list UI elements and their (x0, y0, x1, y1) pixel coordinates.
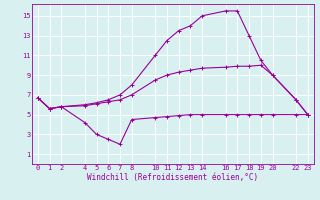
X-axis label: Windchill (Refroidissement éolien,°C): Windchill (Refroidissement éolien,°C) (87, 173, 258, 182)
